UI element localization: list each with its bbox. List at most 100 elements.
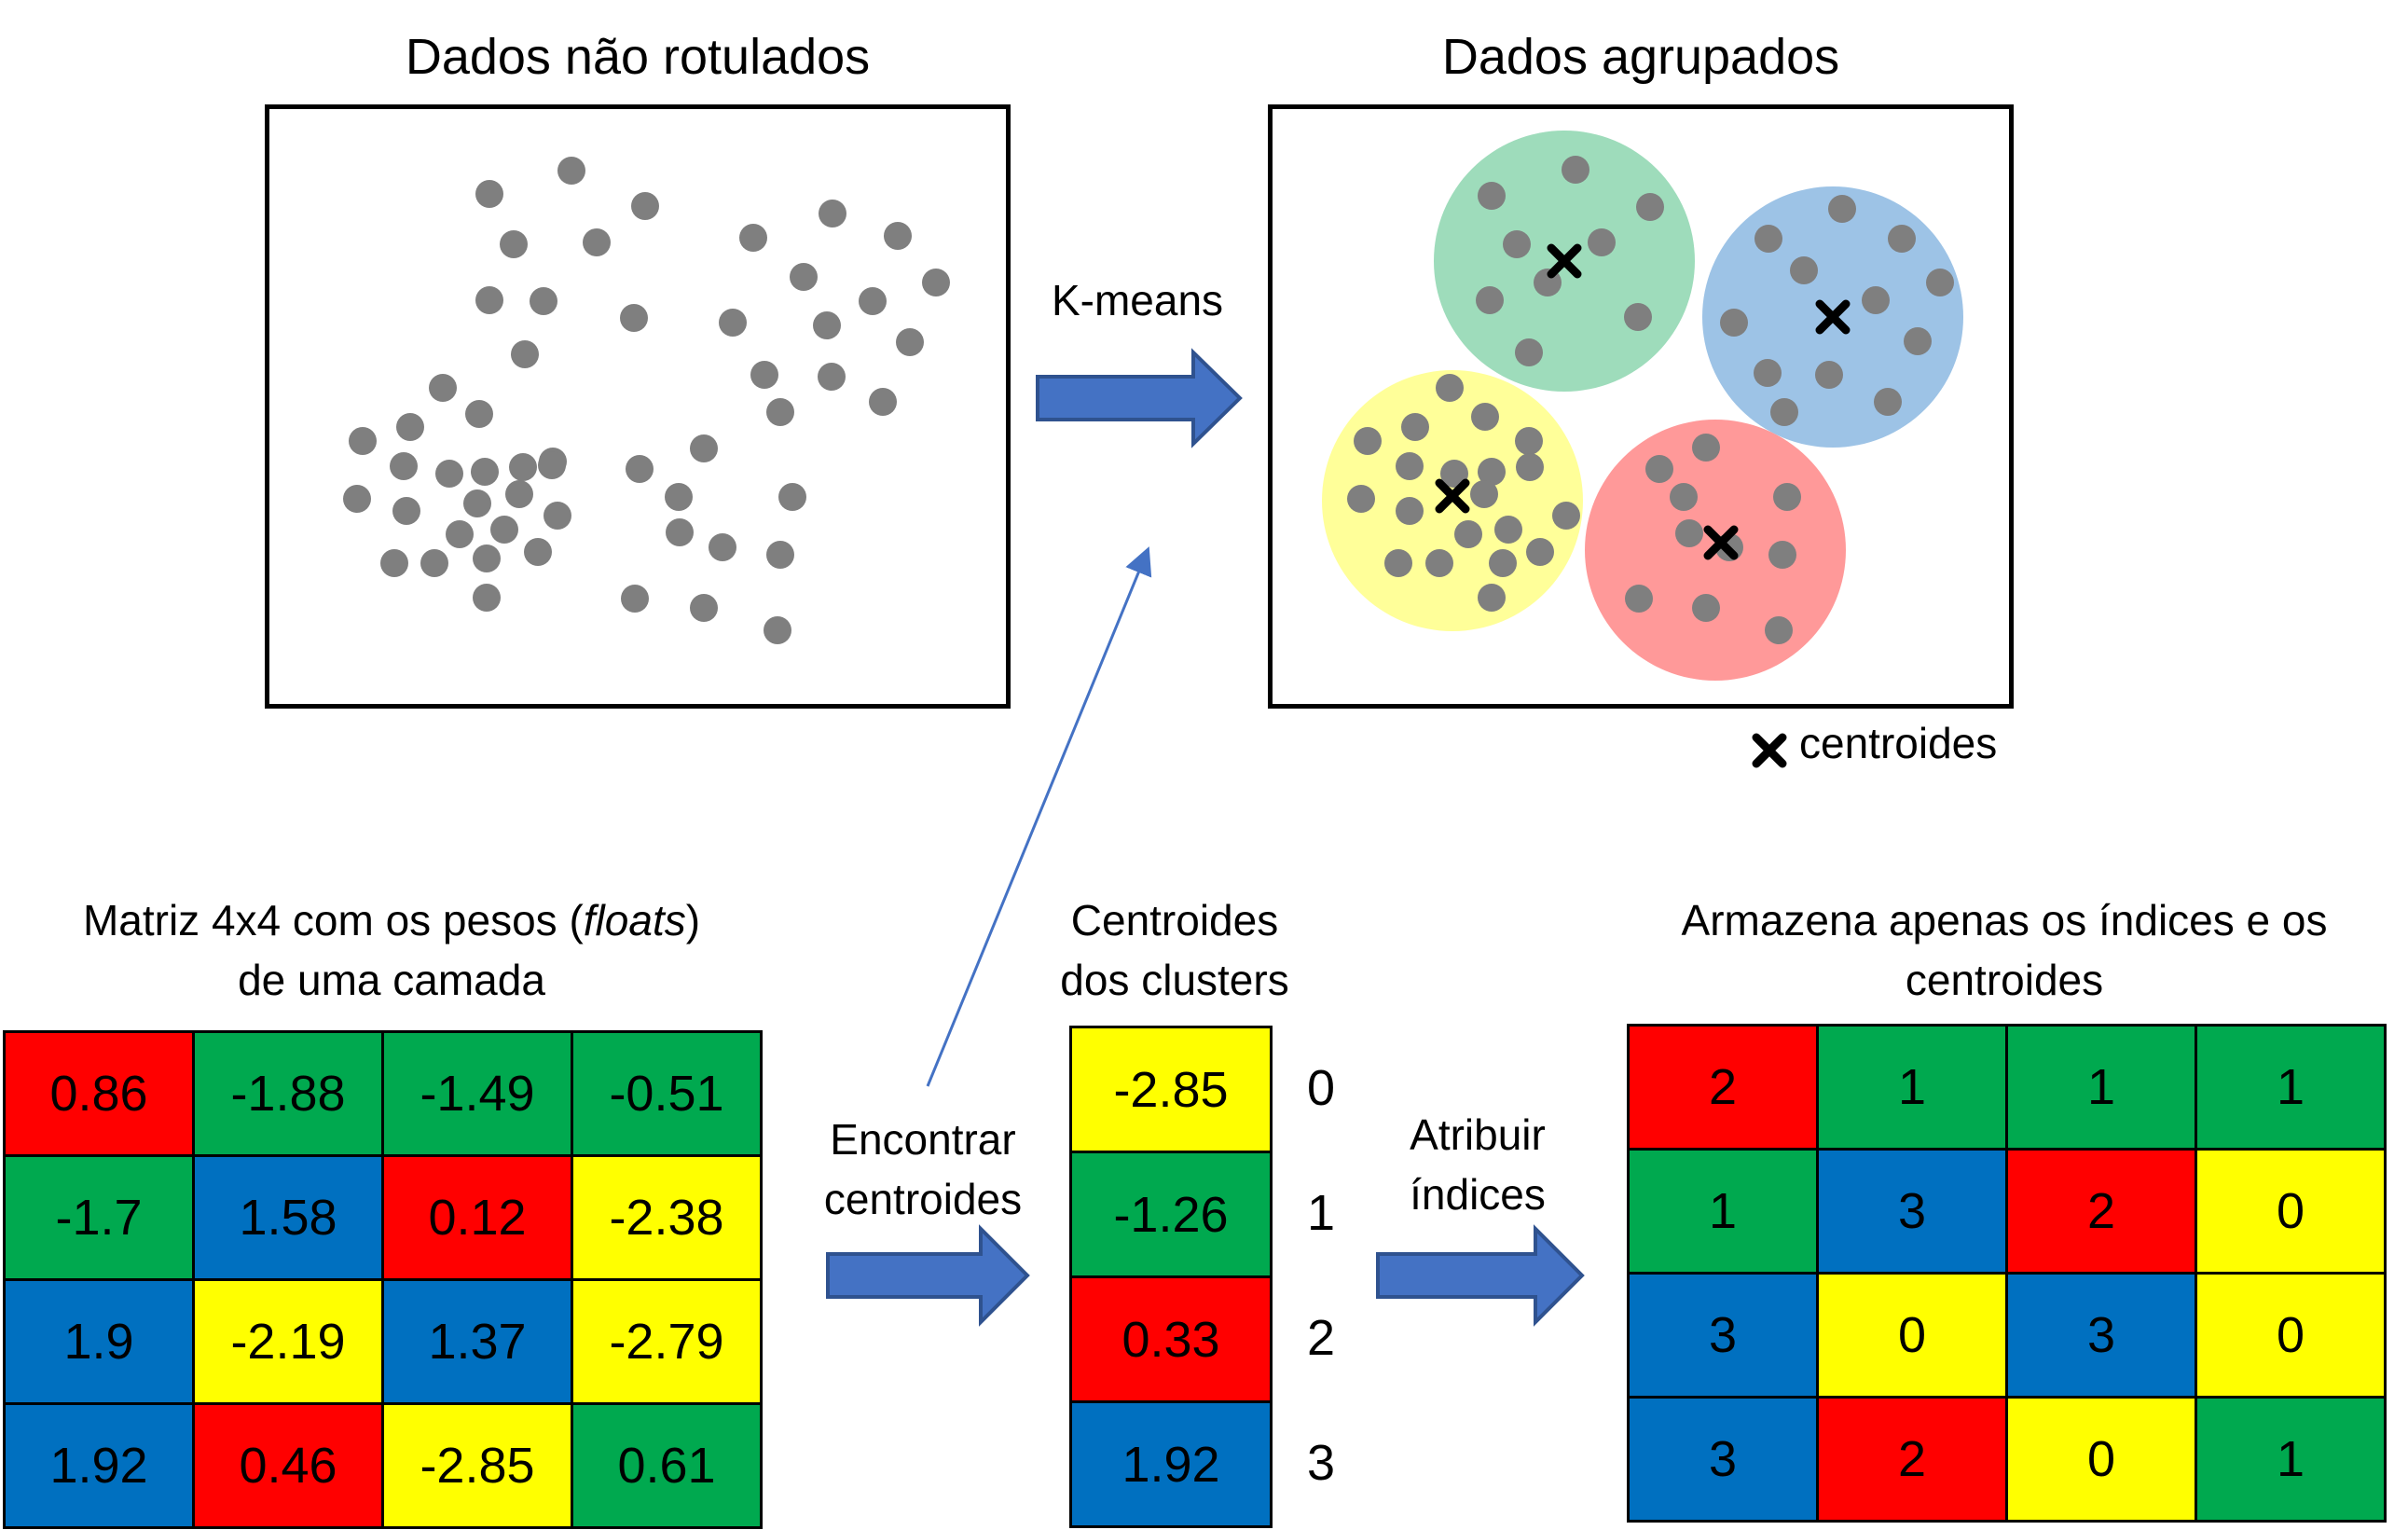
matrix-cell: -2.38 [571,1154,763,1281]
matrix-cell: -2.85 [381,1402,573,1529]
centroid-marker [1815,299,1851,335]
data-point [818,363,846,391]
data-point [1770,398,1798,426]
data-point [392,497,420,525]
data-point [813,311,841,339]
centroid-cell: -1.26 [1069,1151,1273,1278]
data-point [1503,230,1531,258]
data-point [429,374,457,402]
data-point [1692,594,1720,622]
data-point [1904,327,1932,355]
data-point [544,502,571,530]
matrix-cell: -2.79 [571,1278,763,1405]
data-point [1436,374,1464,402]
data-point [463,489,491,517]
data-point [766,541,794,569]
clustered-title: Dados agrupados [1441,29,1840,85]
data-point [778,483,806,511]
data-point [666,518,694,546]
data-point [1354,427,1382,455]
data-point [1636,193,1664,221]
data-point [1625,585,1653,613]
data-point [790,263,818,291]
data-point [1471,403,1499,431]
data-point [719,309,747,337]
find-centroids-label: Encontrar centroides [823,1115,1023,1224]
data-point [538,451,566,479]
data-point [557,157,585,185]
data-point [766,398,794,426]
matrix-cell: 0.46 [192,1402,384,1529]
kmeans-label: K-means [1051,276,1224,324]
data-point [490,516,518,544]
store-title: Armazena apenas os índices e os centroide… [1681,896,2328,1005]
data-point [922,269,950,296]
centroid-index: 0 [1306,1060,1336,1116]
data-point [524,538,552,566]
data-point [631,192,659,220]
matrix-cell: 0 [2195,1272,2387,1399]
matrix-cell: 1 [2005,1024,2197,1151]
matrix-cell: -1.49 [381,1030,573,1157]
data-point [626,455,654,483]
centroid-marker [1435,478,1470,514]
data-point [1624,303,1652,331]
matrix-cell: 2 [1627,1024,1819,1151]
matrix-cell: 0 [2005,1396,2197,1523]
data-point [1440,460,1468,488]
data-point [1926,269,1954,296]
centroid-index: 2 [1306,1310,1336,1366]
data-point [1765,616,1793,644]
data-point [869,388,897,416]
data-point [1384,549,1412,577]
kmeans-arrow-shape [1036,348,1243,448]
matrix-cell: 0 [2195,1148,2387,1275]
matrix-cell: -1.88 [192,1030,384,1157]
matrix-cell: -2.19 [192,1278,384,1405]
matrix-cell: 1 [2195,1396,2387,1523]
centroid-marker [1703,525,1739,560]
data-point [380,549,408,577]
data-point [1476,286,1504,314]
data-point [435,460,463,488]
centroid-index: 3 [1306,1435,1336,1491]
data-point [690,594,718,622]
data-point [739,224,767,252]
matrix-cell: 1.58 [192,1154,384,1281]
matrix-cell: 3 [1627,1396,1819,1523]
centroid-cell: 0.33 [1069,1275,1273,1403]
data-point [819,200,846,227]
matrix-cell: 2 [1816,1396,2008,1523]
matrix-cell: 0.12 [381,1154,573,1281]
data-point [473,584,501,612]
data-point [509,453,537,481]
centroid-cell: -2.85 [1069,1026,1273,1153]
data-point [1562,156,1589,184]
data-point [1670,483,1698,511]
data-point [621,585,649,613]
data-point [583,228,611,256]
data-point [1425,549,1453,577]
data-point [665,483,693,511]
data-point [1401,413,1429,441]
matrix-cell: 1.92 [3,1402,195,1529]
centroid-index-column: 0 1 2 3 [1293,1026,1349,1525]
data-point [530,287,557,315]
data-point [1478,458,1506,486]
centroid-cell: 1.92 [1069,1400,1273,1528]
centroid-index: 1 [1306,1185,1336,1241]
data-point [390,452,418,480]
data-point [1754,359,1782,387]
data-point [1470,480,1498,508]
data-point [620,304,648,332]
data-point [446,520,474,548]
data-point [1888,225,1916,253]
data-point [511,340,539,368]
